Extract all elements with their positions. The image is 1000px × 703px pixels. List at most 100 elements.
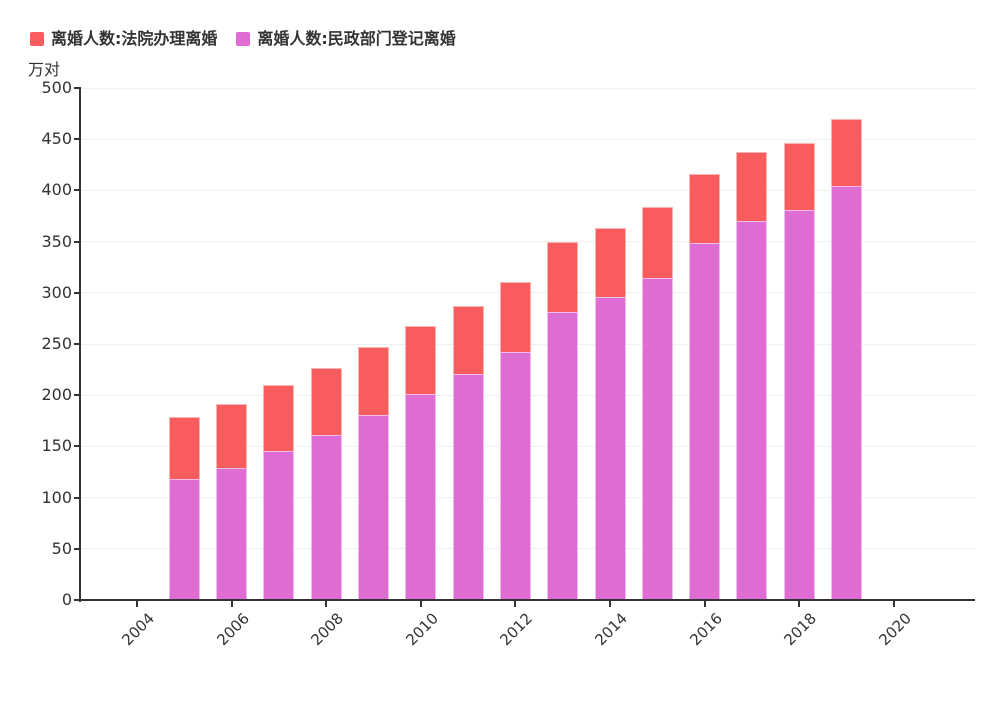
x-axis-tick	[136, 601, 138, 607]
bar-segment-civil-2008[interactable]	[310, 434, 342, 600]
gridline	[81, 138, 975, 140]
gridline	[81, 241, 975, 243]
bar-segment-civil-2015[interactable]	[641, 277, 673, 600]
bar-segment-court-2008[interactable]	[310, 367, 342, 435]
bar-segment-civil-2009[interactable]	[358, 415, 389, 600]
bar-column-2014	[594, 227, 626, 600]
y-axis-tick-label: 450	[41, 129, 72, 149]
bar-segment-civil-2007[interactable]	[263, 450, 295, 600]
y-axis-tick	[74, 240, 80, 243]
y-axis-tick	[74, 599, 80, 601]
legend-label-court-divorce: 离婚人数:法院办理离婚	[51, 29, 218, 48]
bar-segment-court-2005[interactable]	[168, 417, 200, 479]
x-axis-tick-label: 2004	[118, 609, 159, 650]
y-axis-tick-label: 400	[41, 180, 72, 200]
bar-segment-court-2015[interactable]	[641, 206, 673, 278]
y-axis-tick	[74, 445, 80, 448]
bar-column-2013	[547, 241, 579, 600]
bar-segment-civil-2013[interactable]	[547, 311, 579, 600]
y-axis-tick	[74, 496, 80, 499]
x-axis-tick	[325, 601, 328, 607]
y-axis-tick-label: 300	[41, 282, 72, 302]
legend-swatch-magenta	[236, 32, 251, 46]
y-axis-tick-label: 200	[41, 385, 72, 405]
x-axis-tick-label: 2008	[307, 609, 348, 650]
bar-segment-court-2006[interactable]	[216, 404, 248, 468]
x-axis-tick	[514, 601, 517, 607]
y-axis-tick-label: 350	[41, 231, 72, 251]
bar-segment-court-2013[interactable]	[547, 241, 579, 312]
x-axis-tick-label: 2016	[685, 609, 726, 650]
bar-segment-civil-2006[interactable]	[216, 467, 248, 600]
y-axis-tick	[74, 394, 80, 397]
x-axis-tick-label: 2020	[875, 609, 915, 650]
bar-segment-civil-2011[interactable]	[452, 373, 484, 600]
x-axis-tick-label: 2012	[496, 609, 537, 650]
y-axis-tick-label: 50	[51, 538, 72, 558]
bar-column-2016	[689, 174, 721, 600]
x-axis-line	[79, 599, 975, 601]
bar-segment-court-2007[interactable]	[263, 385, 295, 451]
y-axis-tick	[74, 547, 80, 550]
bar-segment-court-2009[interactable]	[358, 347, 389, 416]
bar-segment-court-2010[interactable]	[405, 325, 437, 395]
bar-column-2019	[831, 118, 862, 600]
legend-swatch-red	[30, 32, 44, 46]
bar-column-2018	[783, 143, 815, 600]
bar-column-2010	[405, 325, 437, 600]
bar-column-2017	[736, 152, 768, 600]
x-axis-tick	[798, 601, 801, 607]
x-axis-tick	[892, 601, 895, 607]
x-axis-tick	[703, 601, 706, 607]
y-axis-tick	[74, 291, 80, 294]
x-axis-tick-label: 2006	[212, 609, 253, 650]
legend-item-court-divorce[interactable]: 离婚人数:法院办理离婚	[30, 30, 217, 48]
bar-segment-court-2016[interactable]	[689, 174, 721, 243]
bar-column-2015	[641, 206, 673, 600]
bar-column-2005	[168, 417, 200, 600]
y-axis-tick	[74, 87, 80, 89]
bar-column-2009	[358, 347, 389, 600]
x-axis-tick-label: 2014	[591, 609, 632, 650]
y-axis-tick	[74, 138, 80, 141]
y-axis-tick-label: 0	[61, 590, 72, 609]
bar-column-2012	[499, 282, 531, 600]
legend-label-civil-divorce: 离婚人数:民政部门登记离婚	[257, 29, 456, 48]
bar-segment-civil-2012[interactable]	[499, 351, 531, 600]
y-axis-tick-label: 500	[41, 78, 72, 97]
bar-segment-civil-2017[interactable]	[736, 220, 768, 600]
bar-segment-court-2017[interactable]	[736, 152, 768, 221]
x-axis-tick	[609, 601, 611, 607]
x-axis-tick	[419, 601, 422, 607]
x-axis-tick	[230, 601, 233, 607]
x-axis-tick-label: 2010	[402, 609, 442, 650]
bar-segment-court-2019[interactable]	[831, 118, 862, 186]
bar-segment-court-2011[interactable]	[452, 305, 484, 374]
bar-column-2007	[263, 385, 295, 600]
y-axis-tick	[74, 189, 80, 192]
bar-segment-civil-2014[interactable]	[594, 297, 626, 600]
bar-segment-court-2014[interactable]	[594, 227, 626, 298]
y-axis-unit-label: 万对	[28, 60, 61, 79]
y-axis-tick-label: 100	[41, 487, 72, 507]
bar-segment-court-2018[interactable]	[783, 143, 815, 210]
bar-segment-civil-2016[interactable]	[689, 242, 721, 600]
y-axis-tick	[74, 343, 80, 345]
bar-segment-civil-2019[interactable]	[831, 185, 862, 600]
bar-column-2006	[216, 404, 248, 600]
bar-segment-civil-2005[interactable]	[168, 478, 200, 600]
legend-item-civil-divorce[interactable]: 离婚人数:民政部门登记离婚	[236, 29, 456, 48]
bar-segment-civil-2018[interactable]	[783, 209, 815, 600]
legend: 离婚人数:法院办理离婚 离婚人数:民政部门登记离婚	[30, 30, 456, 48]
y-axis-line	[79, 87, 81, 602]
y-axis-tick-label: 250	[41, 334, 72, 353]
bar-column-2011	[452, 305, 484, 600]
gridline	[81, 87, 975, 89]
bar-column-2008	[310, 367, 342, 600]
bar-segment-court-2012[interactable]	[499, 282, 531, 352]
gridline	[81, 189, 975, 191]
bar-segment-civil-2010[interactable]	[405, 394, 437, 600]
y-axis-tick-label: 150	[41, 436, 72, 456]
